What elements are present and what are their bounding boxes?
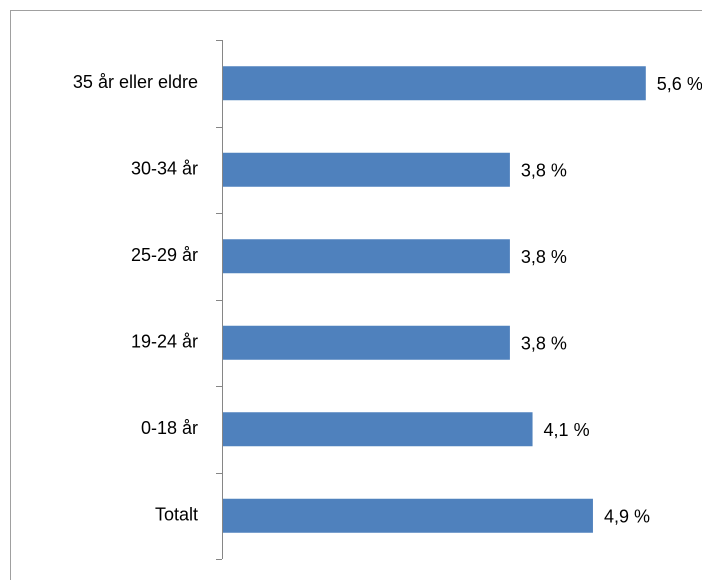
category-label: 19-24 år xyxy=(131,332,198,352)
bar xyxy=(223,66,646,101)
category-label: 30-34 år xyxy=(131,159,198,179)
value-label: 4,1 % xyxy=(544,420,590,440)
category-label: 35 år eller eldre xyxy=(73,72,198,92)
category-label: 0-18 år xyxy=(141,418,198,438)
value-label: 4,9 % xyxy=(604,507,650,527)
bar xyxy=(223,498,593,533)
bar xyxy=(223,152,510,187)
value-label: 3,8 % xyxy=(521,334,567,354)
bar xyxy=(223,325,510,360)
category-label: 25-29 år xyxy=(131,245,198,265)
value-label: 3,8 % xyxy=(521,247,567,267)
bar xyxy=(223,239,510,274)
value-label: 5,6 % xyxy=(657,74,702,94)
value-label: 3,8 % xyxy=(521,161,567,181)
bar xyxy=(223,412,533,447)
category-label: Totalt xyxy=(155,505,198,525)
